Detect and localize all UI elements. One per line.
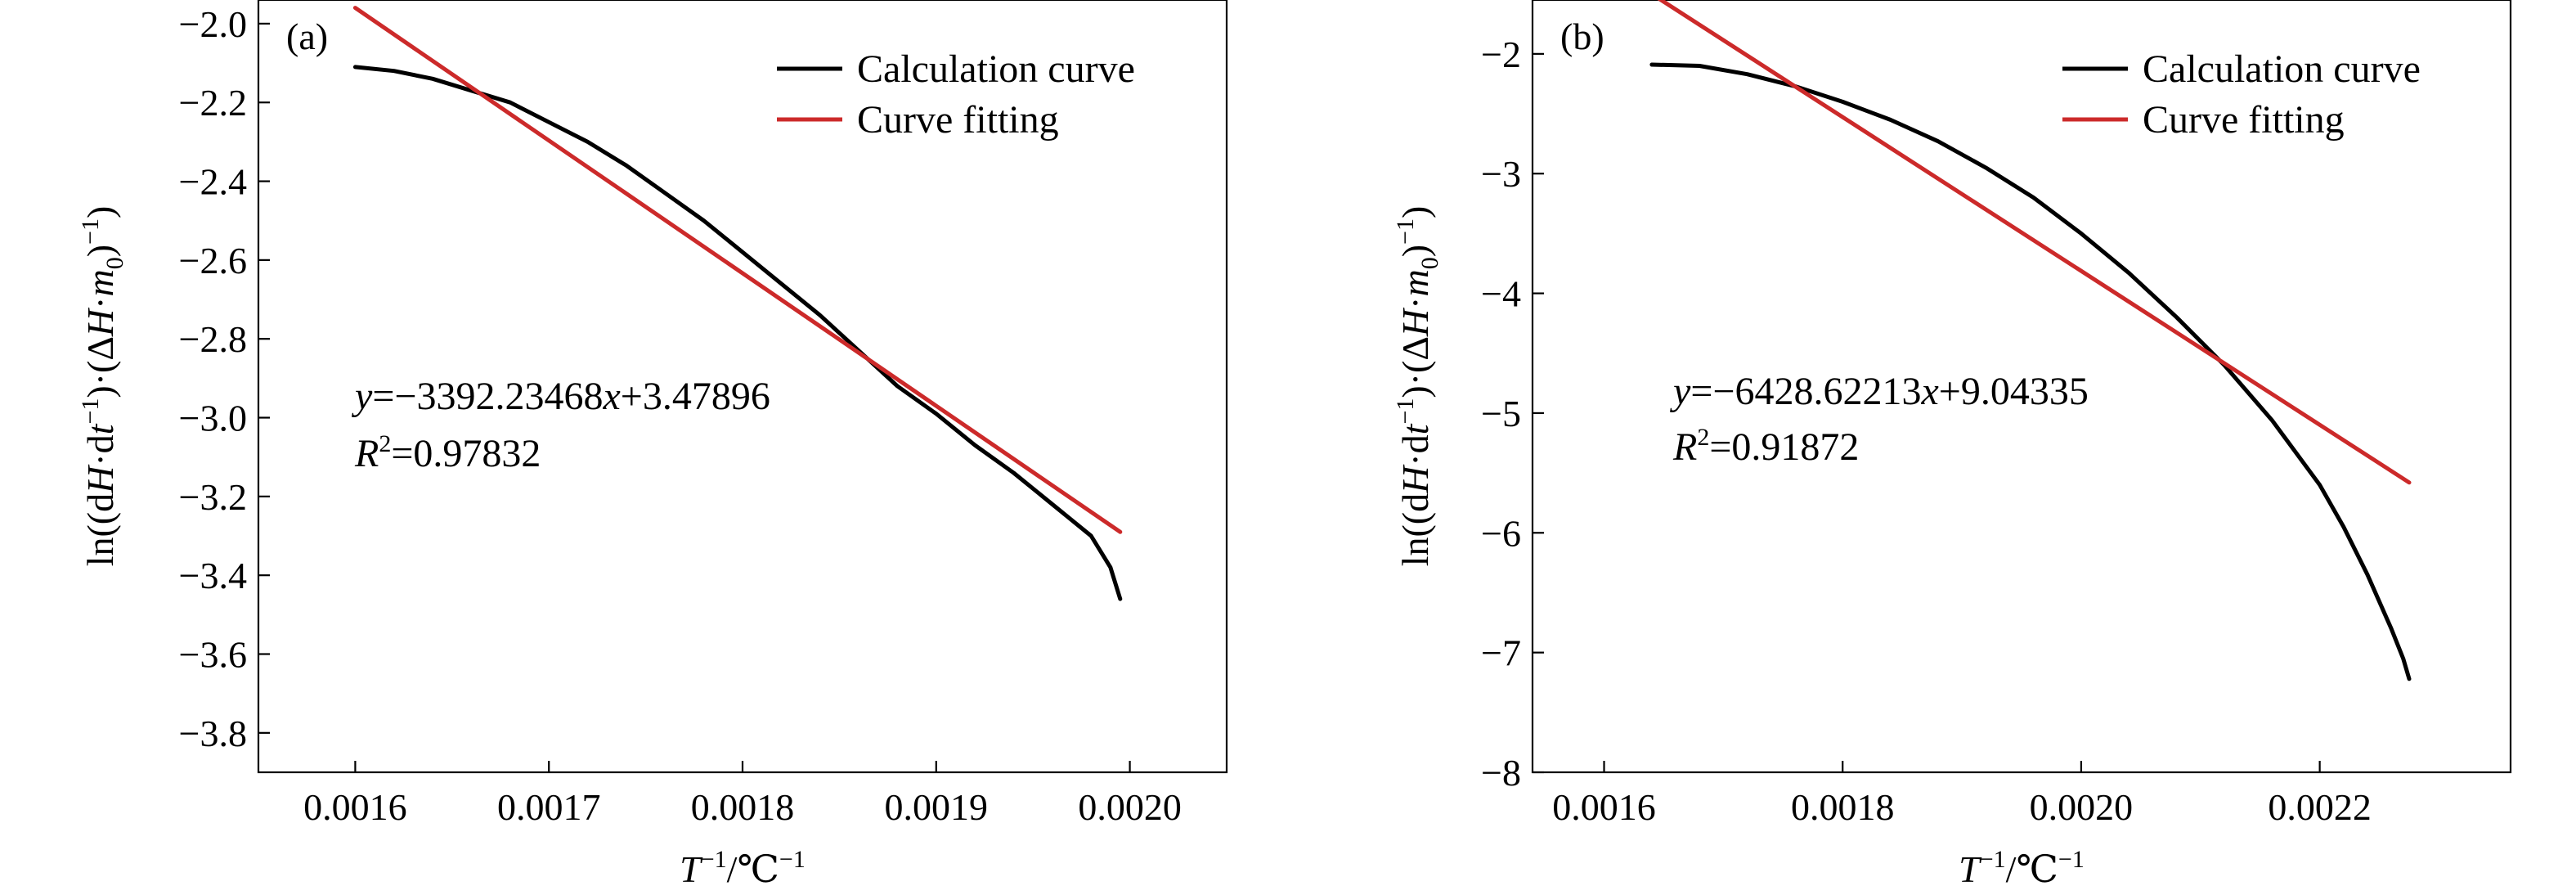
series-line-calculation-curve [352,65,1123,601]
x-axis-label: T−1/℃−1 [1959,846,2085,890]
legend-label-fitting: Curve fitting [2143,98,2345,142]
x-tick-label: 0.0016 [1552,786,1656,828]
y-tick-label: −3.2 [179,476,247,518]
y-tick-label: −2.2 [179,82,247,124]
legend-label-fitting: Curve fitting [857,98,1059,142]
plot-area-frame [1531,0,2512,774]
y-tick-label: −2.4 [179,161,247,203]
x-tick-label: 0.0020 [2030,786,2134,828]
series-layer [1649,0,2412,681]
eq-intercept: +9.04335 [1939,370,2089,413]
series-line-curve-fitting [1657,0,2412,485]
series-layer [352,6,1123,601]
y-tick-label: −6 [1481,512,1521,554]
y-tick-label: −5 [1481,393,1521,434]
panel-label: (a) [286,16,328,57]
x-tick-label: 0.0018 [691,786,795,828]
legend-label-calculation: Calculation curve [857,47,1135,91]
r2-value: =0.97832 [391,432,541,475]
y-axis: −2.0 −2.2 −2.4 −2.6 −2.8 −3.0 −3.2 −3.4 −3.6 −3.8 [179,3,270,754]
y-tick-label: −3.8 [179,713,247,754]
r2-symbol: R [1672,425,1697,469]
legend: Calculation curve Curve fitting [777,47,1135,142]
r-squared: R2=0.91872 [1672,424,1859,469]
y-tick-label: −4 [1481,273,1521,315]
r2-sup: 2 [379,430,391,457]
y-tick-label: −3.4 [179,555,247,596]
x-tick-label: 0.0022 [2268,786,2372,828]
r2-symbol: R [354,432,379,475]
x-tick-label: 0.0019 [885,786,989,828]
r2-sup: 2 [1697,424,1709,451]
y-tick-label: −3.6 [179,634,247,676]
series-line-calculation-curve [1649,62,2412,681]
r2-value: =0.91872 [1709,425,1859,469]
y-axis-label: ln((dH·dt−1)·(ΔH·m0)−1) [1392,206,1443,567]
eq-y: y [351,375,373,418]
x-tick-label: 0.0017 [497,786,601,828]
x-tick-label: 0.0020 [1078,786,1182,828]
panel-label: (b) [1560,16,1604,57]
x-axis: 0.0016 0.0018 0.0020 0.0022 [1552,761,2372,828]
eq-slope: =−6428.62213 [1690,370,1921,413]
x-tick-label: 0.0018 [1791,786,1895,828]
r-squared: R2=0.97832 [354,430,541,475]
legend-label-calculation: Calculation curve [2143,47,2421,91]
eq-y: y [1669,370,1691,413]
eq-slope: =−3392.23468 [372,375,603,418]
x-axis: 0.0016 0.0017 0.0018 0.0019 0.0020 [303,761,1182,828]
eq-x: x [602,375,620,418]
y-tick-label: −2.0 [179,3,247,45]
legend: Calculation curve Curve fitting [2062,47,2421,142]
chart-panel-b: −2−3−4−5−6−7−8 0.0016 0.0018 0.0020 0.0022 … [1392,0,2512,890]
y-tick-label: −7 [1481,632,1521,674]
series-line-curve-fitting [352,6,1123,534]
y-tick-label: −3.0 [179,398,247,439]
y-tick-label: −2.8 [179,318,247,360]
x-tick-label: 0.0016 [303,786,407,828]
fit-equation: y=−3392.23468x+3.47896 [351,375,770,418]
y-tick-label: −2.6 [179,240,247,281]
eq-x: x [1920,370,1938,413]
eq-intercept: +3.47896 [621,375,770,418]
fit-equation: y=−6428.62213x+9.04335 [1669,370,2089,413]
y-tick-label: −8 [1481,752,1521,794]
y-tick-label: −2 [1481,34,1521,75]
x-axis-label: T−1/℃−1 [680,846,806,890]
y-axis-label: ln((dH·dt−1)·(ΔH·m0)−1) [77,206,128,567]
chart-panel-a: −2.0 −2.2 −2.4 −2.6 −2.8 −3.0 −3.2 −3.4 −3.6 −3.8… [77,0,1228,890]
y-axis: −2 −3 −4 −5 −6 −7 −8 [1481,34,1544,794]
y-tick-label: −3 [1481,153,1521,195]
